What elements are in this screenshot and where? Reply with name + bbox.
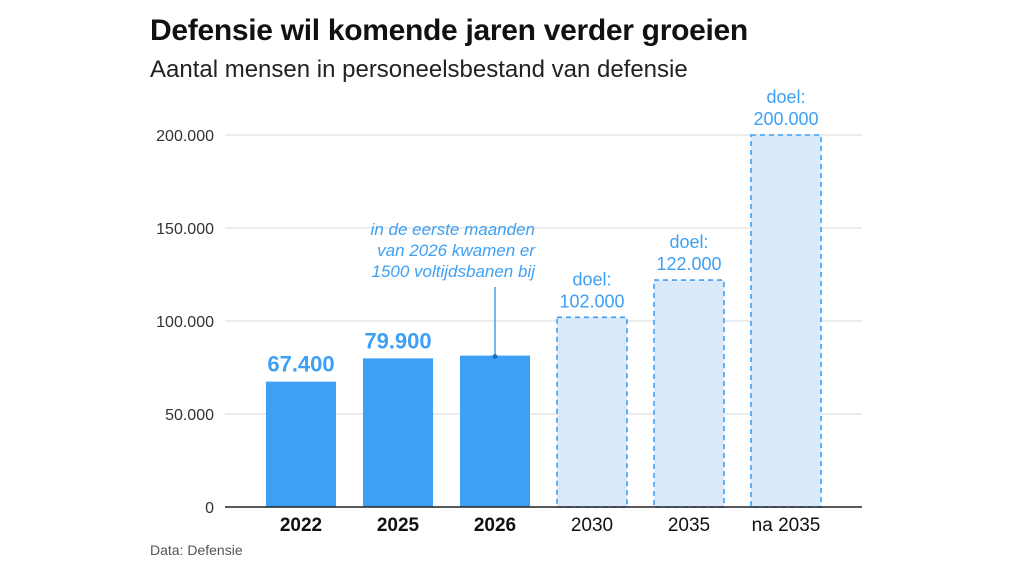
y-tick-label: 200.000 (156, 128, 214, 145)
annotation-text: van 2026 kwamen er (377, 241, 536, 260)
bar-actual-2026 (460, 355, 530, 507)
annotation-text: 1500 voltijdsbanen bij (371, 262, 536, 281)
bar-target-na-2035 (750, 134, 822, 508)
x-tick-label: na 2035 (752, 515, 821, 536)
bar-value-label: 122.000 (656, 254, 721, 274)
bar-value-label: 200.000 (753, 109, 818, 129)
annotation-dot (492, 354, 498, 360)
bar-value-label: 102.000 (559, 291, 624, 311)
bar-value-label: 67.400 (267, 352, 334, 377)
bar-value-label: doel: (766, 87, 805, 107)
bar-actual-2022 (266, 381, 336, 507)
x-tick-label: 2022 (280, 515, 322, 536)
bar-value-labels: 67.40079.900doel:102.000doel:122.000doel… (267, 87, 818, 377)
data-source: Data: Defensie (150, 542, 243, 558)
chart-subtitle: Aantal mensen in personeelsbestand van d… (150, 56, 688, 83)
x-tick-label: 2035 (668, 515, 710, 536)
chart-title: Defensie wil komende jaren verder groeie… (150, 14, 748, 47)
annotation-text: in de eerste maanden (371, 220, 535, 239)
bar-actual-2025 (363, 358, 433, 507)
x-axis-ticks: 2022 2025 2026 2030 2035 na 2035 (280, 515, 820, 536)
y-axis-ticks: 0 50.000 100.000 150.000 200.000 (156, 128, 214, 517)
y-tick-label: 100.000 (156, 314, 214, 331)
x-tick-label: 2025 (377, 515, 420, 536)
bar-target-2030 (556, 316, 628, 508)
bar-value-label: doel: (669, 232, 708, 252)
annotation: in de eerste maanden van 2026 kwamen er 15… (371, 220, 536, 360)
y-tick-label: 50.000 (165, 407, 214, 424)
bars (266, 134, 822, 508)
x-tick-label: 2030 (571, 515, 613, 536)
bar-target-2035 (653, 279, 725, 508)
bar-value-label: 79.900 (364, 328, 431, 353)
x-tick-label: 2026 (474, 515, 516, 536)
y-tick-label: 0 (205, 500, 214, 517)
bar-value-label: doel: (572, 269, 611, 289)
y-tick-label: 150.000 (156, 221, 214, 238)
